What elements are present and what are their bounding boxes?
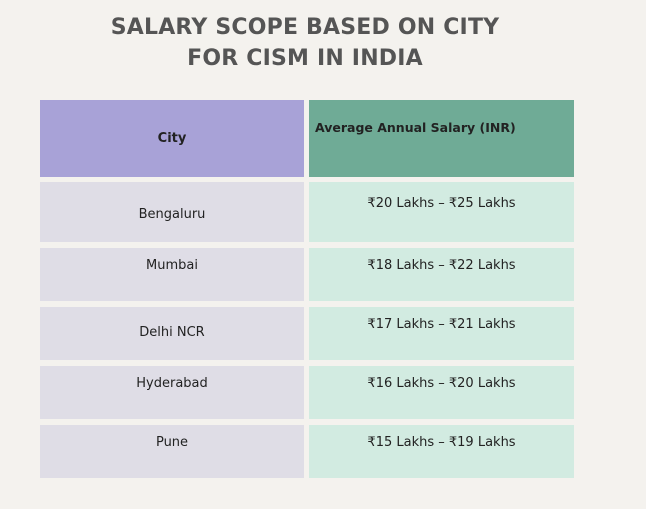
row-salary-mumbai: ₹18 Lakhs – ₹22 Lakhs (309, 248, 574, 301)
row-salary-bengaluru: ₹20 Lakhs – ₹25 Lakhs (309, 182, 574, 242)
row-city-delhi-ncr: Delhi NCR (40, 307, 304, 360)
row-salary-pune: ₹15 Lakhs – ₹19 Lakhs (309, 425, 574, 478)
row-city-mumbai: Mumbai (40, 248, 304, 301)
title-line-1: SALARY SCOPE BASED ON CITY (110, 15, 500, 40)
header-city: City (40, 100, 304, 177)
title-line-2: FOR CISM IN INDIA (187, 46, 423, 71)
header-salary: Average Annual Salary (INR) (309, 100, 574, 177)
page-title: SALARY SCOPE BASED ON CITY FOR CISM IN I… (0, 12, 610, 74)
row-city-bengaluru: Bengaluru (40, 182, 304, 242)
row-city-hyderabad: Hyderabad (40, 366, 304, 419)
row-salary-hyderabad: ₹16 Lakhs – ₹20 Lakhs (309, 366, 574, 419)
row-city-pune: Pune (40, 425, 304, 478)
row-salary-delhi-ncr: ₹17 Lakhs – ₹21 Lakhs (309, 307, 574, 360)
